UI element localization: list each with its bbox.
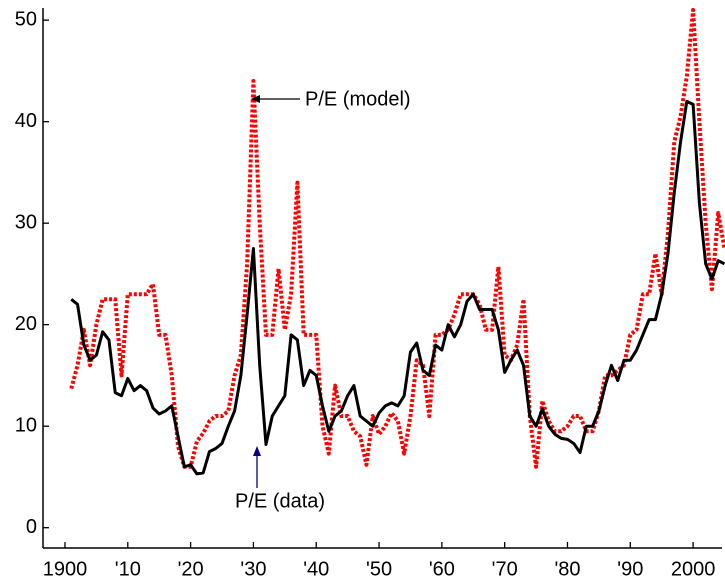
x-tick-label: '30 [240,558,266,580]
annotation: P/E (model) [305,88,411,110]
y-tick-label: 40 [15,110,37,132]
x-tick-label: '50 [366,558,392,580]
y-tick-label: 50 [15,8,37,30]
y-tick-label: 20 [15,313,37,335]
x-tick-label: '10 [115,558,141,580]
x-tick-label: '20 [178,558,204,580]
x-tick-label: '40 [303,558,329,580]
x-tick-label: 1900 [43,558,88,580]
x-tick-label: '90 [617,558,643,580]
arrow-head [253,446,261,456]
y-tick-label: 0 [26,516,37,538]
x-tick-label: '60 [429,558,455,580]
y-tick-label: 30 [15,211,37,233]
x-tick-label: '80 [554,558,580,580]
x-tick-label: '70 [492,558,518,580]
x-tick-label: 2000 [671,558,716,580]
annotation: P/E (data) [235,490,325,512]
y-tick-label: 10 [15,414,37,436]
arrow-head [251,95,260,103]
series-line [70,99,725,476]
series-line [69,8,725,469]
